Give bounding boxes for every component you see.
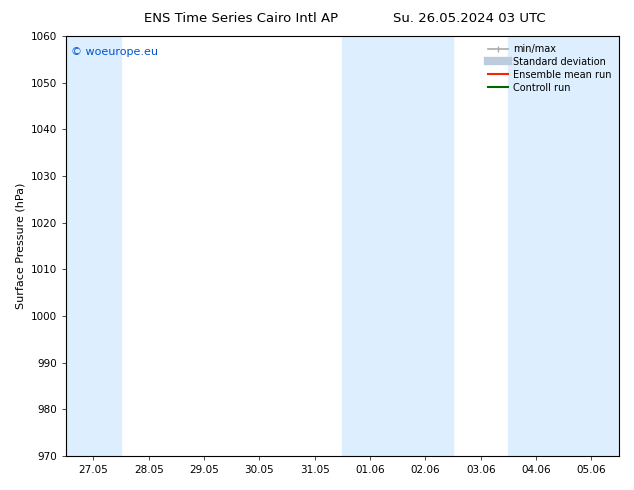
Legend: min/max, Standard deviation, Ensemble mean run, Controll run: min/max, Standard deviation, Ensemble me… (486, 41, 614, 96)
Bar (66, 36, 121, 456)
Y-axis label: Surface Pressure (hPa): Surface Pressure (hPa) (15, 183, 25, 309)
Text: ENS Time Series Cairo Intl AP: ENS Time Series Cairo Intl AP (144, 12, 338, 25)
Bar (342, 36, 453, 456)
Bar (508, 36, 619, 456)
Text: Su. 26.05.2024 03 UTC: Su. 26.05.2024 03 UTC (393, 12, 545, 25)
Text: © woeurope.eu: © woeurope.eu (72, 47, 158, 57)
